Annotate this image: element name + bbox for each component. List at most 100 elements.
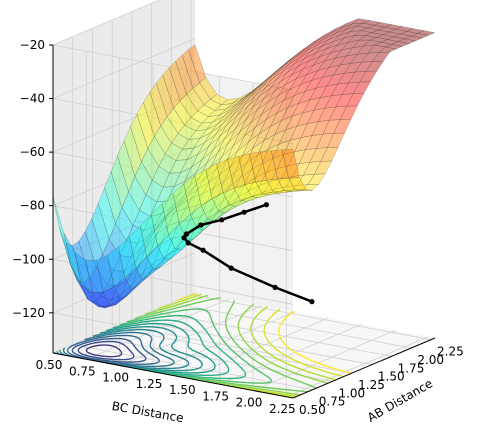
trajectory-point (272, 284, 278, 290)
surface-patch (245, 82, 264, 100)
surface-patch (274, 115, 293, 136)
surface-patch (289, 123, 308, 141)
surface-patch (189, 162, 208, 187)
surface-patch (253, 75, 272, 91)
surface-patch (178, 205, 197, 223)
surface-patch (293, 50, 312, 65)
surface-patch (285, 112, 304, 131)
surface-patch (145, 179, 164, 203)
ab-tick-label: 0.50 (299, 403, 326, 417)
surface-patch (76, 279, 95, 303)
surface-patch (131, 275, 149, 290)
surface-patch (296, 173, 315, 186)
surface-patch (351, 18, 371, 25)
surface-patch (204, 124, 222, 144)
surface-patch (270, 149, 289, 180)
surface-patch (256, 90, 275, 111)
surface-patch (168, 60, 187, 102)
surface-patch (240, 86, 259, 102)
surface-patch (217, 128, 236, 153)
surface-patch (323, 49, 343, 62)
surface-patch (341, 18, 359, 29)
surface-patch (162, 67, 181, 109)
surface-patch (113, 255, 132, 272)
surface-patch (100, 284, 119, 301)
surface-patch (173, 166, 193, 188)
surface-patch (85, 217, 103, 269)
surface-patch (254, 106, 273, 129)
surface-patch (149, 82, 168, 127)
surface-patch (176, 187, 195, 206)
surface-patch (330, 82, 350, 97)
surface-patch (243, 114, 262, 137)
surface-patch (109, 295, 128, 306)
surface-patch (173, 197, 193, 213)
surface-patch (239, 110, 258, 133)
surface-patch (259, 168, 278, 186)
surface-patch (265, 100, 284, 121)
surface-patch (291, 99, 310, 117)
surface-patch (248, 119, 267, 143)
surface-patch (115, 207, 134, 242)
surface-patch (110, 155, 129, 209)
surface-patch (294, 135, 313, 153)
surface-patch (181, 49, 200, 89)
surface-patch (91, 291, 110, 307)
trajectory-point (181, 235, 187, 241)
surface-patch (192, 82, 211, 106)
surface-patch (151, 166, 170, 188)
surface-patch (380, 39, 400, 45)
surface-patch (403, 35, 423, 42)
z-axis-ticks: −20 −40 −60 −80 −100 −120 (12, 38, 53, 320)
bc-tick-label: 1.00 (102, 371, 129, 385)
surface-patch (215, 146, 234, 170)
surface-patch (321, 35, 340, 47)
surface-patch (299, 44, 318, 58)
surface-patch (158, 153, 177, 174)
floor-grid-line (131, 319, 372, 366)
surface-patch (341, 81, 360, 95)
surface-patch (288, 177, 307, 191)
contour-line (77, 340, 135, 361)
floor-grid-line (72, 344, 313, 391)
surface-patch (193, 166, 212, 188)
surface-patch (291, 60, 310, 76)
surface-patch (228, 163, 247, 188)
surface-patch (377, 26, 397, 33)
surface-patch (146, 220, 164, 248)
surface-patch (205, 163, 224, 199)
surface-patch (213, 126, 231, 150)
trajectory-point (263, 202, 269, 208)
surface-patch (80, 283, 100, 308)
surface-patch (179, 93, 198, 118)
surface-patch (252, 180, 272, 197)
surface-patch (191, 181, 210, 199)
surface-patch (384, 44, 404, 50)
surface-patch (351, 39, 371, 49)
surface-patch (110, 277, 130, 301)
surface-patch (339, 25, 357, 36)
surface-patch (273, 59, 292, 75)
surface-patch (405, 28, 425, 34)
surface-patch (207, 211, 226, 222)
surface-patch (274, 176, 294, 190)
surface-patch (163, 248, 183, 260)
trajectory-point (228, 265, 234, 271)
surface-patch (107, 246, 126, 288)
surface-patch (271, 88, 291, 108)
surface-patch (173, 100, 192, 126)
floor-grid-line (191, 294, 432, 341)
surface-patch (255, 179, 274, 195)
surface-patch (261, 95, 279, 115)
surface-patch (313, 160, 333, 175)
surface-patch (169, 196, 188, 213)
ab-axis-ticks: 0.500.751.001.251.501.752.002.25 (299, 345, 464, 417)
surface-patch (280, 103, 300, 122)
surface-patch (203, 98, 222, 111)
surface-patch (136, 225, 156, 245)
surface-patch (339, 105, 358, 120)
surface-patch (122, 264, 141, 294)
surface-patch (222, 187, 241, 206)
surface-patch (156, 212, 175, 234)
